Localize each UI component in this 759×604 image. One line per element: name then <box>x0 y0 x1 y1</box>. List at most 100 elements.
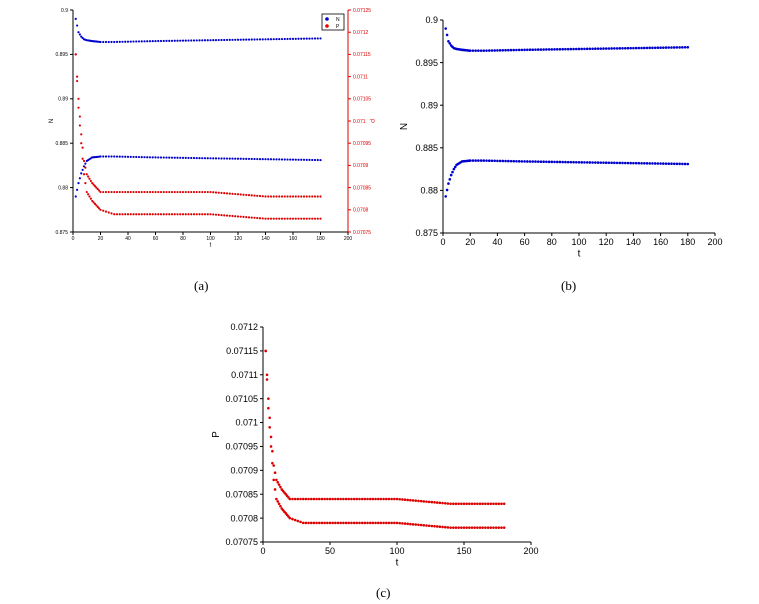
data-point-a-P <box>225 214 229 217</box>
data-point-a-N <box>250 157 253 161</box>
data-point-a-N <box>99 155 102 158</box>
data-point-b-N <box>504 159 507 163</box>
data-point-a-P <box>129 190 132 194</box>
data-point-a-N <box>181 39 185 42</box>
data-point-c-P <box>435 501 439 504</box>
data-point-c-P <box>403 522 407 525</box>
data-point-c-P <box>382 521 385 525</box>
y-tick-label-c: 0.0711 <box>231 370 258 380</box>
data-point-a-P <box>84 166 87 169</box>
data-point-a-N <box>302 158 306 161</box>
data-point-b-N <box>501 48 505 52</box>
data-point-a-P <box>231 192 234 195</box>
data-point-a-P <box>220 191 223 195</box>
data-point-a-N <box>102 40 105 44</box>
data-point-a-P <box>80 133 83 136</box>
data-point-a-P <box>190 213 193 216</box>
data-point-b-N <box>637 46 641 50</box>
data-point-a-P <box>91 199 94 203</box>
data-point-a-P <box>80 142 83 145</box>
data-point-b-N <box>664 46 668 49</box>
data-point-b-N <box>485 159 488 162</box>
data-point-a-N <box>78 33 81 36</box>
data-point-a-N <box>316 37 319 40</box>
data-point-c-P <box>328 521 332 525</box>
data-point-a-P <box>242 215 245 219</box>
data-point-a-N <box>165 156 168 159</box>
data-point-a-P <box>201 190 204 194</box>
data-point-b-N <box>531 160 535 163</box>
data-point-a-N <box>201 39 204 42</box>
data-point-a-P <box>217 191 220 194</box>
data-point-b-N <box>448 42 452 45</box>
data-point-a-N <box>135 40 138 43</box>
data-point-a-P <box>77 106 80 109</box>
data-point-a-N <box>137 40 141 43</box>
data-point-a-N <box>209 39 212 42</box>
data-point-c-P <box>299 520 302 524</box>
x-tick-label-a: 40 <box>125 236 131 242</box>
caption-c: (c) <box>376 585 391 600</box>
data-point-a-N <box>245 38 248 41</box>
data-point-a-N <box>302 37 306 40</box>
data-point-a-N <box>77 182 80 185</box>
data-point-b-N <box>474 159 477 162</box>
data-point-c-P <box>457 526 460 529</box>
data-point-c-P <box>355 521 359 525</box>
data-point-b-N <box>634 46 638 50</box>
data-point-b-N <box>659 46 662 49</box>
y-tick-label-c: 0.07095 <box>225 442 258 452</box>
data-point-a-P <box>87 193 90 196</box>
data-point-c-P <box>425 524 428 527</box>
data-point-c-P <box>368 521 372 525</box>
data-point-b-N <box>672 46 676 49</box>
data-point-a-N <box>256 38 259 41</box>
data-point-c-P <box>336 521 340 525</box>
data-point-a-N <box>121 40 124 43</box>
data-point-a-N <box>223 38 226 42</box>
data-point-a-P <box>190 190 193 194</box>
y-tick-label-a: 0.895 <box>55 52 68 58</box>
data-point-a-N <box>84 162 87 165</box>
data-point-b-N <box>501 159 505 163</box>
data-point-a-N <box>286 37 289 41</box>
data-point-b-N <box>496 159 499 163</box>
x-tick-label-b: 140 <box>626 237 641 247</box>
data-point-c-P <box>293 518 297 522</box>
data-point-a-N <box>126 40 130 43</box>
data-point-a-P <box>104 190 108 194</box>
data-point-a-N <box>198 39 201 42</box>
data-point-b-N <box>449 173 453 177</box>
data-point-a-N <box>231 157 234 160</box>
data-point-a-P <box>209 190 212 194</box>
data-point-a-P <box>165 213 168 216</box>
data-point-c-P <box>486 526 490 529</box>
y-tick-label-b: 0.89 <box>420 100 438 110</box>
data-point-a-P <box>91 182 94 185</box>
data-point-c-P <box>360 497 364 501</box>
data-point-a-P <box>198 213 201 216</box>
data-point-c-P <box>328 497 332 501</box>
y-tick-label-b: 0.9 <box>425 15 438 25</box>
data-point-b-N <box>640 46 643 50</box>
data-point-a-N <box>159 156 163 159</box>
data-point-b-N <box>498 49 502 52</box>
data-point-a-N <box>74 17 77 20</box>
data-point-c-P <box>441 501 444 505</box>
data-point-a-P <box>297 217 300 220</box>
x-tick-label-a: 140 <box>261 236 270 242</box>
data-point-c-P <box>387 497 391 501</box>
data-point-b-N <box>599 47 603 50</box>
data-point-c-P <box>401 522 404 525</box>
data-point-a-P <box>283 217 286 220</box>
data-point-c-P <box>384 497 388 501</box>
data-point-a-P <box>77 97 80 100</box>
data-point-a-P <box>154 190 157 194</box>
data-point-a-N <box>126 155 130 158</box>
data-point-b-N <box>558 47 562 51</box>
data-point-c-P <box>273 488 277 491</box>
data-point-b-N <box>509 48 513 52</box>
data-point-a-P <box>239 193 242 196</box>
data-point-a-P <box>118 213 121 216</box>
data-point-c-P <box>358 497 361 501</box>
